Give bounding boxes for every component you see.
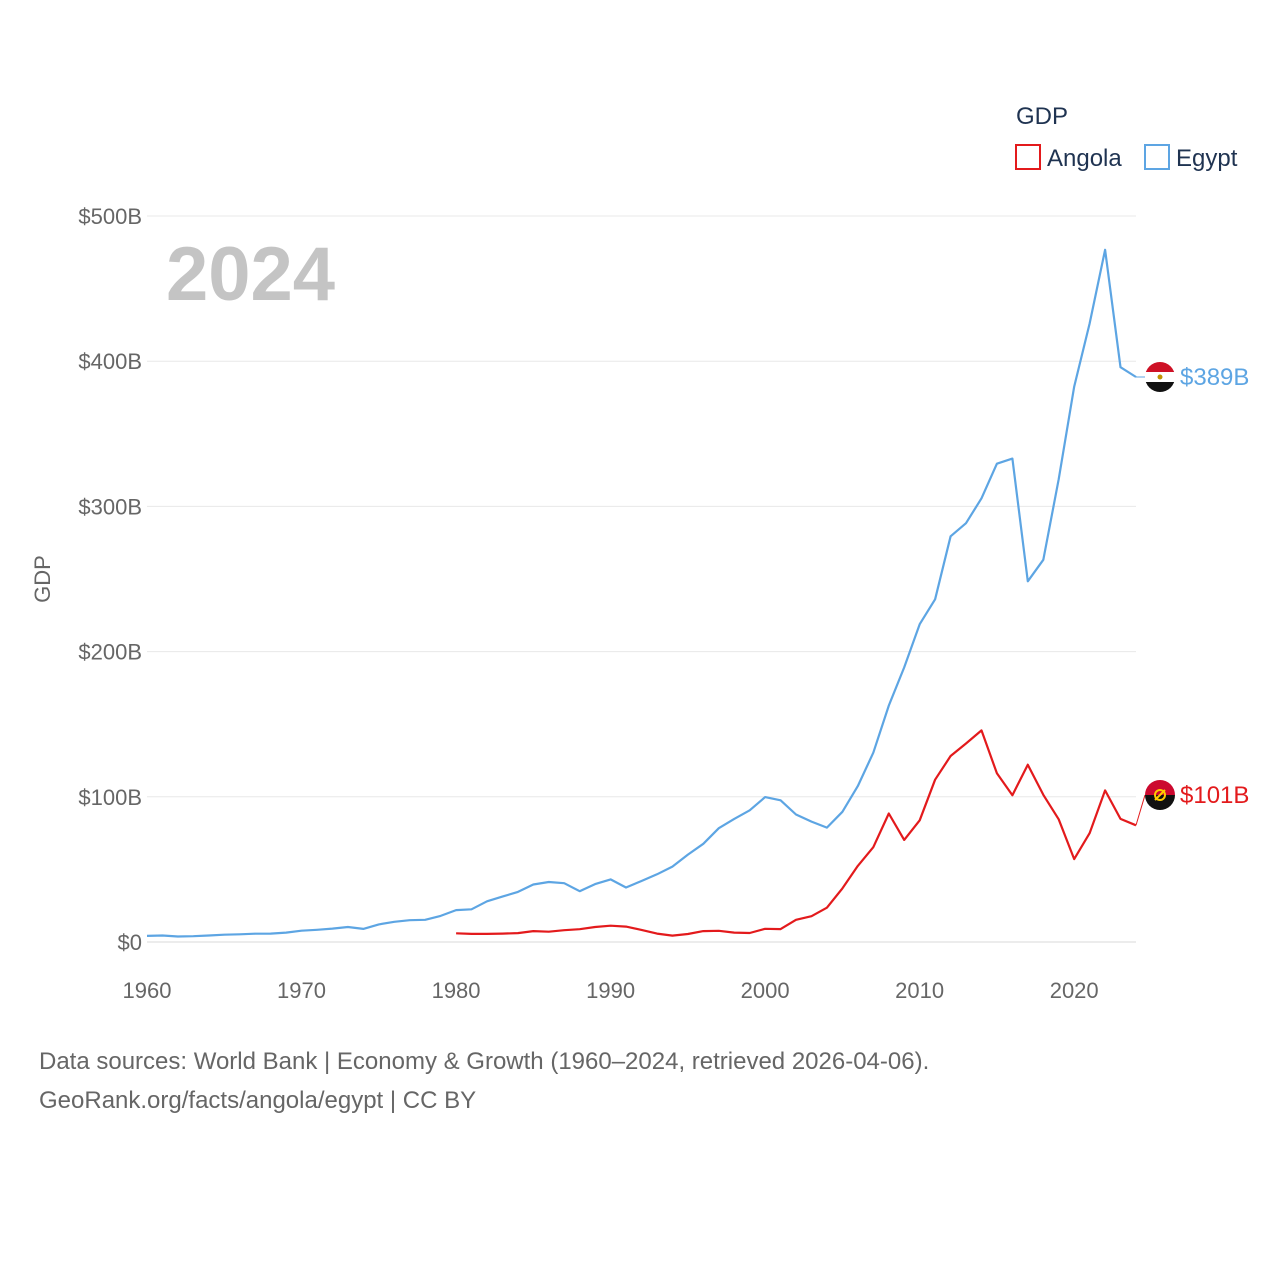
legend-swatch-angola bbox=[1015, 144, 1041, 170]
x-axis-ticks: 1960 1970 1980 1990 2000 2010 2020 bbox=[123, 978, 1099, 1003]
end-label-connector bbox=[1135, 794, 1146, 826]
series-line-angola bbox=[456, 729, 1137, 937]
x-tick-label: 2000 bbox=[741, 978, 790, 1003]
x-tick-label: 2010 bbox=[895, 978, 944, 1003]
legend-swatch-egypt bbox=[1144, 144, 1170, 170]
end-label-egypt: $389B bbox=[1180, 364, 1249, 391]
y-tick-label: $200B bbox=[78, 640, 142, 665]
grid-lines bbox=[147, 215, 1136, 943]
y-tick-label: $500B bbox=[78, 204, 142, 229]
y-tick-label: $0 bbox=[118, 930, 142, 955]
end-label-angola: $101B bbox=[1180, 782, 1249, 809]
end-labels: $101B $389B bbox=[1135, 364, 1249, 826]
legend: GDP Angola Egypt bbox=[1015, 103, 1238, 172]
y-tick-label: $300B bbox=[78, 494, 142, 519]
series-line-egypt bbox=[146, 248, 1137, 938]
x-tick-label: 1980 bbox=[432, 978, 481, 1003]
x-tick-label: 1970 bbox=[277, 978, 326, 1003]
y-axis-label: GDP bbox=[30, 555, 55, 603]
angola-flag-icon bbox=[1145, 780, 1175, 810]
y-axis-ticks: $0 $100B $200B $300B $400B $500B bbox=[78, 204, 142, 955]
x-tick-label: 1990 bbox=[586, 978, 635, 1003]
footer-sources: Data sources: World Bank | Economy & Gro… bbox=[39, 1048, 930, 1075]
y-tick-label: $400B bbox=[78, 349, 142, 374]
series-lines bbox=[146, 248, 1137, 938]
x-tick-label: 1960 bbox=[123, 978, 172, 1003]
legend-title: GDP bbox=[1016, 103, 1068, 130]
year-watermark: 2024 bbox=[166, 232, 335, 317]
footer-link: GeoRank.org/facts/angola/egypt | CC BY bbox=[39, 1087, 477, 1114]
legend-label-angola: Angola bbox=[1047, 145, 1122, 172]
y-tick-label: $100B bbox=[78, 785, 142, 810]
footer: Data sources: World Bank | Economy & Gro… bbox=[39, 1042, 929, 1120]
x-tick-label: 2020 bbox=[1050, 978, 1099, 1003]
egypt-flag-icon bbox=[1145, 362, 1175, 392]
legend-label-egypt: Egypt bbox=[1176, 145, 1238, 172]
